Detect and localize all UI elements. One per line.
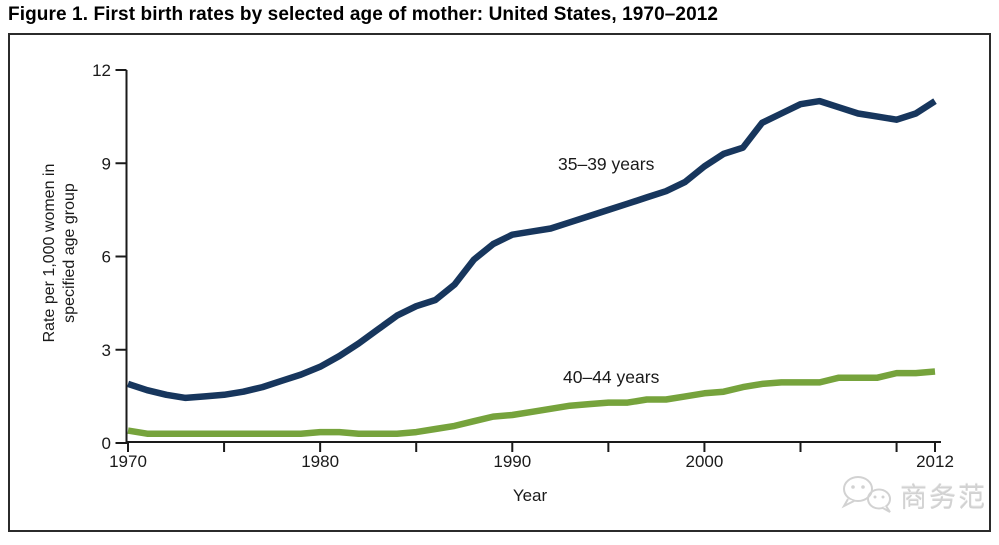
figure-title: Figure 1. First birth rates by selected … [8, 4, 719, 25]
watermark-text: 商务范 [900, 482, 987, 513]
y-axis-title-line1: Rate per 1,000 women in [41, 163, 58, 343]
y-axis-title: Rate per 1,000 women in specified age gr… [40, 85, 80, 421]
series-label-35-39: 35–39 years [558, 154, 655, 174]
chat-bubbles-logo-icon [841, 476, 891, 513]
chart-frame [8, 33, 991, 532]
watermark: 商务范 [838, 474, 987, 516]
y-axis-title-line2: specified age group [61, 183, 78, 323]
series-label-40-44: 40–44 years [563, 367, 660, 387]
x-axis-title: Year [512, 486, 548, 505]
